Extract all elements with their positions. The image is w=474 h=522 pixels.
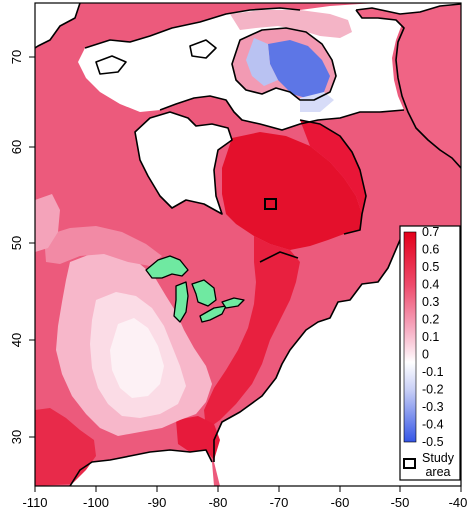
coastlines <box>35 3 461 486</box>
legend-label: -0.5 <box>422 435 444 449</box>
legend-label: 0.3 <box>422 295 439 309</box>
legend-label: -0.4 <box>422 418 444 432</box>
x-tick-label: -100 <box>83 495 109 510</box>
x-tick-label: -70 <box>270 495 289 510</box>
interior-white <box>110 318 164 398</box>
legend-color-bar <box>403 231 417 443</box>
y-tick-label: 70 <box>9 50 24 64</box>
legend-label: 0.2 <box>422 313 439 327</box>
study-area-marker <box>264 198 277 210</box>
prairie-mid <box>44 226 162 266</box>
lake-superior <box>145 255 189 279</box>
map-layer <box>35 3 461 486</box>
legend: 0.7 0.6 0.5 0.4 0.3 0.2 0.1 0 -0.1 -0.2 … <box>399 225 461 481</box>
legend-scale-labels: 0.7 0.6 0.5 0.4 0.3 0.2 0.1 0 -0.1 -0.2 … <box>422 225 444 449</box>
x-tick-labels: -110 -100 -90 -80 -70 -60 -50 -40 <box>22 495 467 510</box>
legend-study-area-label-2: area <box>425 465 450 479</box>
legend-label: 0.1 <box>422 330 439 344</box>
labrador-high <box>300 120 366 214</box>
legend-label: -0.1 <box>422 365 444 379</box>
legend-label: 0.5 <box>422 260 439 274</box>
y-tick-label: 50 <box>9 236 24 250</box>
lake-ontario <box>221 297 245 309</box>
southeast-high <box>176 416 220 460</box>
y-tick-label: 60 <box>9 140 24 154</box>
x-tick-label: -50 <box>391 495 410 510</box>
greenland <box>356 4 461 168</box>
great-lakes <box>145 255 245 323</box>
hudson-bay <box>135 112 232 214</box>
lake-erie <box>199 305 227 323</box>
east-coast-high <box>204 236 300 430</box>
negative-patch <box>268 40 330 98</box>
lake-huron <box>191 279 217 307</box>
gulf-of-mexico <box>70 450 214 486</box>
x-tick-label: -80 <box>209 495 228 510</box>
lake-michigan <box>173 281 189 323</box>
legend-label: -0.3 <box>422 400 444 414</box>
legend-label: -0.2 <box>422 383 444 397</box>
ellesmere-island <box>230 10 352 38</box>
legend-study-area-symbol <box>403 458 416 469</box>
legend-label: 0 <box>422 348 429 362</box>
legend-label: 0.4 <box>422 278 439 292</box>
x-tick-label: -60 <box>331 495 350 510</box>
negative-patch-light <box>246 38 278 86</box>
plot-frame <box>34 2 462 487</box>
y-tick-label: 40 <box>9 333 24 347</box>
west-low <box>35 194 60 252</box>
y-tick-labels: 30 40 50 60 70 <box>9 50 24 444</box>
x-axis <box>34 486 462 492</box>
y-axis <box>29 56 35 438</box>
pacific-corner <box>35 3 80 48</box>
atlantic-ocean <box>214 230 461 486</box>
legend-label: 0.6 <box>422 243 439 257</box>
negative-patch-light-2 <box>300 92 334 112</box>
x-tick-label: -110 <box>22 495 47 510</box>
x-tick-label: -90 <box>148 495 167 510</box>
quebec-high-region <box>222 132 362 250</box>
texas-high <box>35 408 96 486</box>
x-tick-label: -40 <box>449 495 468 510</box>
legend-study-area-label: Study <box>422 451 455 465</box>
y-tick-label: 30 <box>9 430 24 444</box>
legend-label: 0.7 <box>422 225 439 239</box>
